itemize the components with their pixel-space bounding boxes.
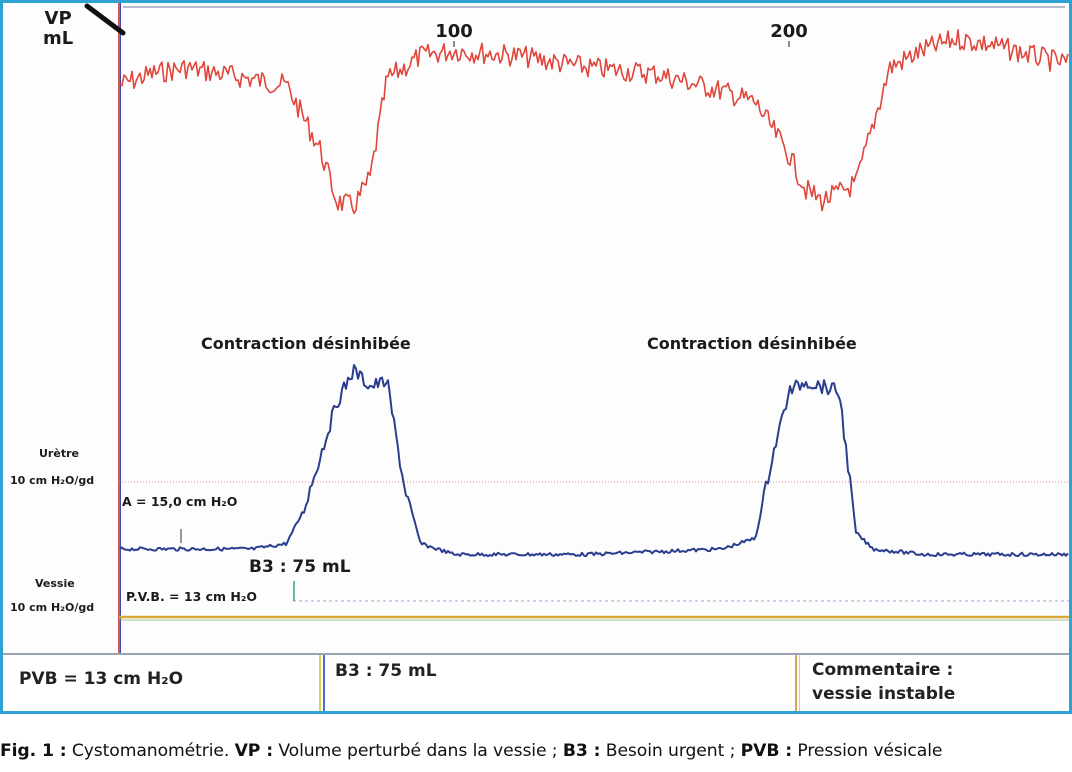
- x-tick-label-100: 100: [435, 21, 473, 42]
- pen-mark: [84, 3, 126, 36]
- contraction-label-1: Contraction désinhibée: [201, 334, 411, 353]
- comment-cell: Commentaire : vessie instable: [799, 655, 1069, 711]
- caption-pvb-text: Pression vésicale: [792, 741, 943, 761]
- b3-cell: B3 : 75 mL: [323, 655, 797, 711]
- caption-vp-key: VP :: [234, 741, 273, 761]
- caption-pvb-key: PVB :: [740, 741, 792, 761]
- pvb-cell: PVB = 13 cm H₂O: [3, 655, 321, 711]
- caption-cysto: Cystomanométrie.: [66, 741, 235, 761]
- vp-axis-label: VP mL: [43, 8, 74, 49]
- b3-value: B3 : 75 mL: [335, 661, 437, 681]
- footer-bar: PVB = 13 cm H₂O B3 : 75 mL Commentaire :…: [3, 653, 1069, 711]
- caption-b3-key: B3 :: [562, 741, 601, 761]
- cystomanometry-chart: 100200300 VP mL Contraction désinhibée C…: [0, 0, 1072, 714]
- amplitude-label: A = 15,0 cm H₂O: [122, 494, 238, 509]
- uretre-scale-label: 10 cm H₂O/gd: [10, 474, 95, 487]
- vessie-label: Vessie: [35, 577, 75, 590]
- caption-fig: Fig. 1 :: [0, 741, 67, 761]
- uretre-label: Urètre: [39, 447, 79, 460]
- vessie-scale-label: 10 cm H₂O/gd: [10, 601, 95, 614]
- b3-marker-label: B3 : 75 mL: [249, 557, 351, 577]
- comment-text: vessie instable: [812, 684, 956, 704]
- figure-caption: Fig. 1 : Cystomanométrie. VP : Volume pe…: [0, 741, 1072, 761]
- caption-b3-text: Besoin urgent ;: [600, 741, 741, 761]
- chart-canvas: 100200300: [84, 3, 1069, 653]
- contraction-label-2: Contraction désinhibée: [647, 334, 857, 353]
- comment-title: Commentaire :: [812, 660, 954, 680]
- pvb-marker-label: P.V.B. = 13 cm H₂O: [126, 589, 257, 604]
- x-tick-label-200: 200: [770, 21, 808, 42]
- caption-vp-text: Volume perturbé dans la vessie ;: [272, 741, 563, 761]
- pvb-value: PVB = 13 cm H₂O: [19, 669, 184, 689]
- series-uretre-trace: [119, 29, 1069, 215]
- series-vessie-trace: [119, 364, 1069, 558]
